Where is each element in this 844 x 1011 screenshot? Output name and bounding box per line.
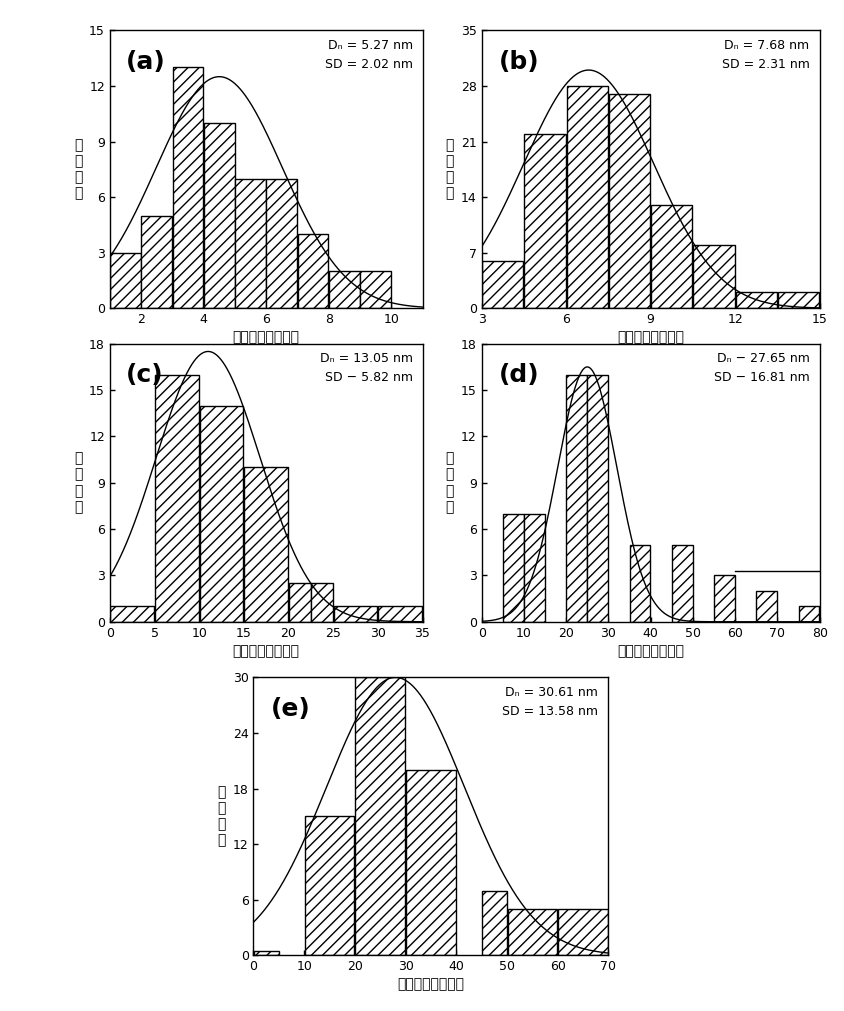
Text: (a): (a) xyxy=(126,50,165,74)
Text: Dₙ − 27.65 nm
SD − 16.81 nm: Dₙ − 27.65 nm SD − 16.81 nm xyxy=(713,352,809,384)
Bar xyxy=(360,271,391,308)
Text: (e): (e) xyxy=(271,697,311,721)
Text: (d): (d) xyxy=(498,363,538,387)
Bar xyxy=(798,607,819,622)
Y-axis label: 相
对
频
率: 相 对 频 率 xyxy=(217,786,225,847)
X-axis label: 粒径大小（纳米）: 粒径大小（纳米） xyxy=(232,644,300,658)
X-axis label: 粒径大小（纳米）: 粒径大小（纳米） xyxy=(232,331,300,345)
Text: Dₙ = 5.27 nm
SD = 2.02 nm: Dₙ = 5.27 nm SD = 2.02 nm xyxy=(325,38,413,71)
Bar xyxy=(565,86,607,308)
Text: Dₙ = 30.61 nm
SD = 13.58 nm: Dₙ = 30.61 nm SD = 13.58 nm xyxy=(501,685,597,718)
Bar xyxy=(253,950,279,955)
Bar xyxy=(713,575,734,622)
Bar xyxy=(587,375,608,622)
Bar xyxy=(235,179,266,308)
Bar xyxy=(199,405,243,622)
Bar xyxy=(333,607,377,622)
Y-axis label: 相
对
频
率: 相 对 频 率 xyxy=(445,452,453,514)
Bar xyxy=(650,205,692,308)
Bar xyxy=(266,179,297,308)
Bar xyxy=(289,583,311,622)
Bar xyxy=(297,235,328,308)
Bar xyxy=(172,68,203,308)
Bar xyxy=(629,545,650,622)
Bar xyxy=(244,467,288,622)
Bar xyxy=(523,133,565,308)
Bar xyxy=(481,891,506,955)
Bar xyxy=(671,545,692,622)
Y-axis label: 相
对
频
率: 相 对 频 率 xyxy=(73,452,82,514)
Bar xyxy=(378,607,421,622)
Y-axis label: 相
对
频
率: 相 对 频 率 xyxy=(73,139,82,200)
Text: Dₙ = 7.68 nm
SD = 2.31 nm: Dₙ = 7.68 nm SD = 2.31 nm xyxy=(721,38,809,71)
Bar xyxy=(305,817,354,955)
Bar xyxy=(355,677,404,955)
Bar xyxy=(565,375,587,622)
Bar xyxy=(110,253,141,308)
X-axis label: 粒径大小（纳米）: 粒径大小（纳米） xyxy=(397,978,464,992)
Bar xyxy=(328,271,360,308)
Bar xyxy=(111,607,154,622)
Bar xyxy=(154,375,198,622)
Bar xyxy=(203,123,235,308)
Bar xyxy=(692,245,733,308)
Text: (b): (b) xyxy=(498,50,538,74)
Bar xyxy=(558,909,607,955)
Bar xyxy=(755,590,776,622)
X-axis label: 粒径大小（纳米）: 粒径大小（纳米） xyxy=(616,644,684,658)
Bar xyxy=(502,514,523,622)
Bar xyxy=(406,770,455,955)
Bar xyxy=(776,292,819,308)
Bar xyxy=(523,514,544,622)
Text: (c): (c) xyxy=(126,363,163,387)
Bar xyxy=(507,909,556,955)
Y-axis label: 相
对
频
率: 相 对 频 率 xyxy=(445,139,453,200)
X-axis label: 粒径大小（纳米）: 粒径大小（纳米） xyxy=(616,331,684,345)
Bar xyxy=(311,583,333,622)
Bar xyxy=(734,292,776,308)
Bar xyxy=(141,215,172,308)
Bar xyxy=(608,94,650,308)
Text: Dₙ = 13.05 nm
SD − 5.82 nm: Dₙ = 13.05 nm SD − 5.82 nm xyxy=(320,352,413,384)
Bar xyxy=(481,261,522,308)
